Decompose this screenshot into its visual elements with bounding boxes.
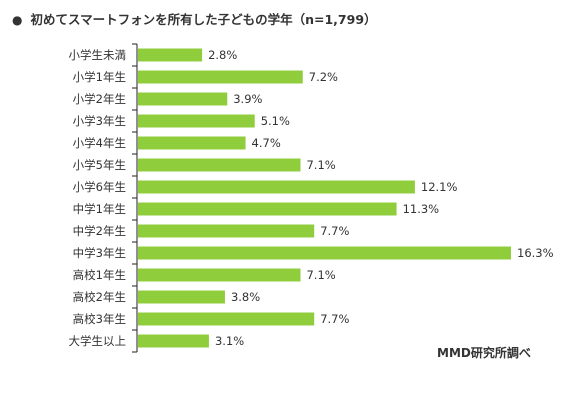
category-label: 高校1年生 (73, 268, 126, 282)
category-label: 小学1年生 (73, 70, 126, 84)
data-label: 7.1% (306, 268, 335, 282)
category-label: 中学1年生 (73, 202, 126, 216)
bar (138, 290, 225, 304)
chart-title-text: 初めてスマートフォンを所有した子どもの学年（n=1,799） (30, 12, 377, 27)
category-label: 小学2年生 (73, 92, 126, 106)
data-label: 3.1% (215, 334, 244, 348)
data-label: 7.7% (320, 312, 349, 326)
bullet-icon: ● (12, 13, 23, 27)
category-label: 小学3年生 (73, 114, 126, 128)
bar (138, 136, 246, 150)
bar (138, 202, 397, 216)
data-label: 4.7% (252, 136, 281, 150)
data-label: 12.1% (421, 180, 458, 194)
data-label: 7.7% (320, 224, 349, 238)
bar (138, 268, 301, 282)
category-label: 小学5年生 (73, 158, 126, 172)
bar (138, 48, 203, 62)
data-label: 7.1% (306, 158, 335, 172)
bar (138, 312, 315, 326)
category-label: 中学3年生 (73, 246, 126, 260)
bar (138, 158, 301, 172)
data-label: 2.8% (208, 48, 237, 62)
bar (138, 224, 315, 238)
data-label: 5.1% (261, 114, 290, 128)
data-label: 7.2% (309, 70, 338, 84)
source-note: MMD研究所調べ (437, 346, 531, 360)
bar (138, 114, 255, 128)
data-label: 3.8% (231, 290, 260, 304)
category-label: 高校3年生 (73, 312, 126, 326)
chart-title: ● 初めてスマートフォンを所有した子どもの学年（n=1,799） (12, 9, 377, 28)
data-label: 16.3% (517, 246, 554, 260)
bar (138, 92, 228, 106)
bar (138, 70, 303, 84)
category-label: 小学生未満 (69, 48, 127, 62)
category-label: 高校2年生 (73, 290, 126, 304)
category-label: 小学4年生 (73, 136, 126, 150)
bar (138, 246, 511, 260)
bar (138, 180, 415, 194)
category-label: 小学6年生 (73, 180, 126, 194)
data-label: 3.9% (233, 92, 262, 106)
data-label: 11.3% (403, 202, 440, 216)
bar (138, 334, 209, 348)
category-label: 大学生以上 (69, 334, 127, 348)
category-label: 中学2年生 (73, 224, 126, 238)
